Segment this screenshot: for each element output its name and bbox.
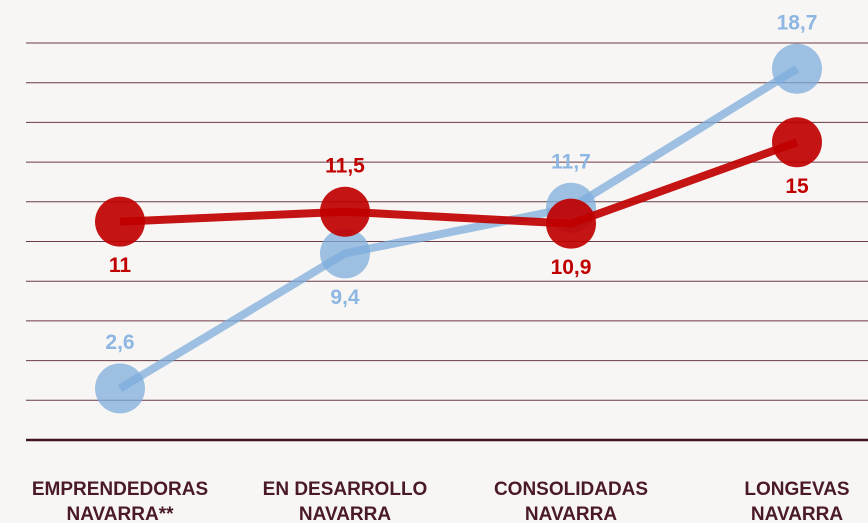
data-label: 11 xyxy=(109,254,132,277)
series-line xyxy=(117,65,800,392)
data-point xyxy=(772,43,822,94)
x-tick-label: NAVARRA xyxy=(751,504,843,523)
data-label: 9,4 xyxy=(330,286,360,309)
x-tick-label: NAVARRA xyxy=(299,504,391,523)
data-label: 18,7 xyxy=(777,11,818,34)
data-point xyxy=(95,363,145,414)
series-line xyxy=(119,138,799,228)
data-label: 10,9 xyxy=(551,256,592,279)
x-tick-label: EMPRENDEDORAS xyxy=(32,479,208,500)
data-label: 2,6 xyxy=(105,331,134,354)
data-point xyxy=(546,198,596,249)
data-point xyxy=(772,117,822,168)
data-label: 11,7 xyxy=(551,150,591,173)
x-tick-label: NAVARRA xyxy=(525,504,617,523)
x-tick-label: EN DESARROLLO xyxy=(263,479,428,500)
data-point xyxy=(320,186,370,237)
x-tick-label: NAVARRA** xyxy=(67,504,175,523)
x-tick-label: LONGEVAS xyxy=(744,479,849,500)
x-tick-label: CONSOLIDADAS xyxy=(494,479,648,500)
data-label: 15 xyxy=(785,175,809,198)
data-label: 11,5 xyxy=(325,154,365,177)
data-point xyxy=(95,196,145,247)
data-point xyxy=(320,228,370,279)
